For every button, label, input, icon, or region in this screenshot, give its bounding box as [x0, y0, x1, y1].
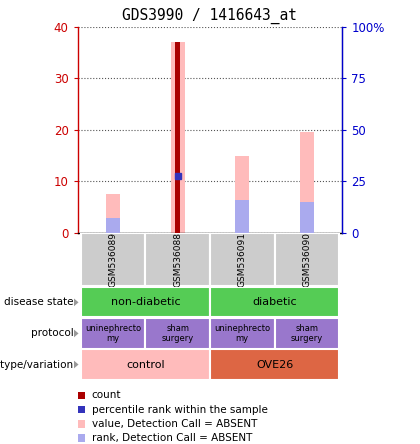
Text: GSM536091: GSM536091	[238, 232, 247, 287]
Bar	[210, 233, 275, 286]
Bar	[171, 42, 185, 233]
Text: percentile rank within the sample: percentile rank within the sample	[92, 404, 268, 415]
Text: OVE26: OVE26	[256, 360, 293, 369]
Text: rank, Detection Call = ABSENT: rank, Detection Call = ABSENT	[92, 433, 252, 443]
Bar	[210, 318, 275, 349]
Bar	[81, 318, 145, 349]
Bar	[81, 349, 210, 380]
Bar	[275, 233, 339, 286]
Polygon shape	[74, 360, 79, 369]
Title: GDS3990 / 1416643_at: GDS3990 / 1416643_at	[123, 8, 297, 24]
Bar	[210, 349, 339, 380]
Bar	[275, 318, 339, 349]
Bar	[210, 287, 339, 317]
Bar	[106, 194, 120, 233]
Text: GSM536089: GSM536089	[109, 232, 118, 287]
Bar	[81, 233, 145, 286]
Text: non-diabetic: non-diabetic	[110, 297, 180, 307]
Text: protocol: protocol	[31, 329, 74, 338]
Text: GSM536088: GSM536088	[173, 232, 182, 287]
Polygon shape	[74, 298, 79, 307]
Bar	[235, 199, 249, 233]
Bar	[300, 132, 314, 233]
Text: uninephrecto
my: uninephrecto my	[214, 324, 270, 343]
Text: sham
surgery: sham surgery	[291, 324, 323, 343]
Bar	[175, 42, 180, 233]
Bar	[106, 218, 120, 233]
Bar	[300, 202, 314, 233]
Text: GSM536090: GSM536090	[302, 232, 311, 287]
Text: uninephrecto
my: uninephrecto my	[85, 324, 141, 343]
Text: value, Detection Call = ABSENT: value, Detection Call = ABSENT	[92, 419, 257, 429]
Text: genotype/variation: genotype/variation	[0, 360, 74, 369]
Polygon shape	[74, 329, 79, 338]
Bar	[145, 318, 210, 349]
Text: count: count	[92, 390, 121, 400]
Bar	[81, 287, 210, 317]
Bar	[235, 156, 249, 233]
Bar	[145, 233, 210, 286]
Text: sham
surgery: sham surgery	[162, 324, 194, 343]
Text: diabetic: diabetic	[252, 297, 297, 307]
Text: control: control	[126, 360, 165, 369]
Text: disease state: disease state	[4, 297, 74, 307]
